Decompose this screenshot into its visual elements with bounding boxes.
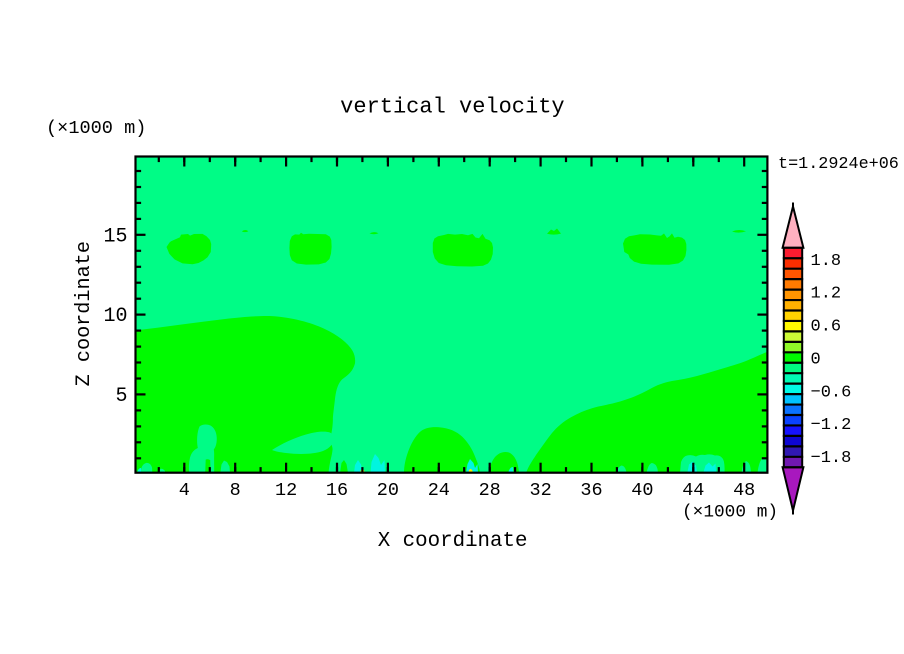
svg-text:32: 32 (529, 480, 551, 501)
svg-text:40: 40 (631, 480, 653, 501)
svg-text:10: 10 (103, 305, 127, 328)
svg-text:16: 16 (326, 480, 348, 501)
svg-text:X coordinate: X coordinate (378, 530, 528, 553)
svg-text:5: 5 (115, 385, 127, 408)
svg-text:0.6: 0.6 (811, 318, 842, 337)
svg-text:48: 48 (733, 480, 755, 501)
svg-text:−1.8: −1.8 (811, 449, 852, 468)
svg-text:28: 28 (479, 480, 501, 501)
svg-text:8: 8 (230, 480, 241, 501)
svg-text:Z coordinate: Z coordinate (73, 241, 96, 386)
svg-text:36: 36 (580, 480, 602, 501)
svg-text:20: 20 (377, 480, 399, 501)
svg-text:12: 12 (275, 480, 297, 501)
svg-text:1.8: 1.8 (811, 252, 842, 271)
svg-text:15: 15 (103, 225, 127, 248)
svg-text:vertical velocity: vertical velocity (340, 95, 564, 120)
svg-text:44: 44 (682, 480, 704, 501)
svg-text:−0.6: −0.6 (811, 383, 852, 402)
svg-text:1.2: 1.2 (811, 285, 842, 304)
svg-text:(×1000 m): (×1000 m) (46, 118, 146, 139)
svg-text:0: 0 (811, 350, 821, 369)
svg-text:−1.2: −1.2 (811, 416, 852, 435)
svg-text:t=1.2924e+06: t=1.2924e+06 (778, 155, 899, 174)
svg-text:4: 4 (179, 480, 190, 501)
svg-text:(×1000 m): (×1000 m) (682, 503, 778, 523)
svg-text:24: 24 (428, 480, 450, 501)
